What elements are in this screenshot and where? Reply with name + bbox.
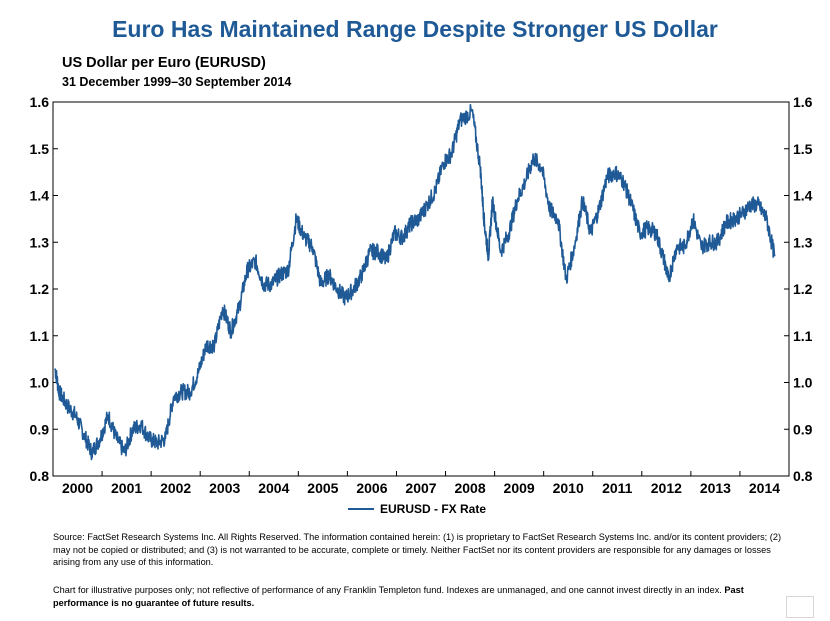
x-tick-label: 2001 <box>111 480 142 496</box>
x-tick-label: 2014 <box>749 480 780 496</box>
x-tick-label: 2002 <box>160 480 191 496</box>
chart-subtitle: US Dollar per Euro (EURUSD) <box>62 55 266 71</box>
series-line-eurusd <box>54 103 776 461</box>
disclaimer-text: Chart for illustrative purposes only; no… <box>53 585 722 595</box>
y-tick-label-left: 0.8 <box>30 468 50 484</box>
x-tick-label: 2004 <box>258 480 289 496</box>
y-axis-right: 0.8 0.9 1.0 1.1 1.2 1.3 1.4 1.5 1.6 <box>784 94 813 484</box>
legend: EURUSD - FX Rate <box>348 502 486 516</box>
y-tick-label-right: 1.4 <box>793 188 813 204</box>
y-tick-label-left: 1.6 <box>30 94 50 110</box>
x-axis: 2000 2001 2002 2003 2004 2005 2006 2007 2008 2009… <box>62 471 780 496</box>
y-tick-label-right: 1.3 <box>793 234 813 250</box>
x-tick-label: 2008 <box>454 480 485 496</box>
x-tick-label: 2011 <box>602 480 633 496</box>
y-tick-label-right: 1.5 <box>793 141 813 157</box>
x-tick-label: 2006 <box>356 480 387 496</box>
disclaimer-bold-text: Past performance is no guarantee of futu… <box>53 585 744 608</box>
legend-label: EURUSD - FX Rate <box>380 502 486 516</box>
y-tick-label-left: 1.5 <box>30 141 50 157</box>
x-tick-label: 2005 <box>307 480 338 496</box>
y-tick-label-right: 0.9 <box>793 421 813 437</box>
x-tick-label: 2010 <box>553 480 584 496</box>
disclaimer-footnote: Chart for illustrative purposes only; no… <box>53 584 783 609</box>
y-tick-label-right: 1.1 <box>793 328 813 344</box>
x-tick-label: 2000 <box>62 480 93 496</box>
x-tick-label: 2003 <box>209 480 240 496</box>
y-axis-left: 0.8 0.9 1.0 1.1 1.2 1.3 1.4 1.5 1.6 <box>30 94 58 484</box>
series-group <box>54 103 776 461</box>
y-tick-label-left: 1.0 <box>30 375 50 391</box>
y-tick-label-right: 1.6 <box>793 94 813 110</box>
y-tick-label-left: 1.4 <box>30 188 50 204</box>
y-tick-label-left: 0.9 <box>30 421 50 437</box>
eurusd-line-chart: 0.8 0.9 1.0 1.1 1.2 1.3 1.4 1.5 1.6 0.8 0.9 1.0 1.1… <box>30 94 813 516</box>
y-tick-label-left: 1.3 <box>30 234 50 250</box>
plot-area-frame <box>52 101 790 477</box>
corner-placeholder-box <box>786 596 814 618</box>
x-tick-label: 2007 <box>405 480 436 496</box>
y-tick-label-left: 1.1 <box>30 328 50 344</box>
x-tick-label: 2009 <box>504 480 535 496</box>
y-tick-label-right: 0.8 <box>793 468 813 484</box>
y-tick-label-left: 1.2 <box>30 281 50 297</box>
y-tick-label-right: 1.0 <box>793 375 813 391</box>
y-tick-label-right: 1.2 <box>793 281 813 297</box>
chart-date-range: 31 December 1999–30 September 2014 <box>62 75 292 89</box>
x-tick-label: 2013 <box>700 480 731 496</box>
source-footnote: Source: FactSet Research Systems Inc. Al… <box>53 532 782 568</box>
page-title: Euro Has Maintained Range Despite Strong… <box>112 16 718 42</box>
x-tick-label: 2012 <box>651 480 682 496</box>
